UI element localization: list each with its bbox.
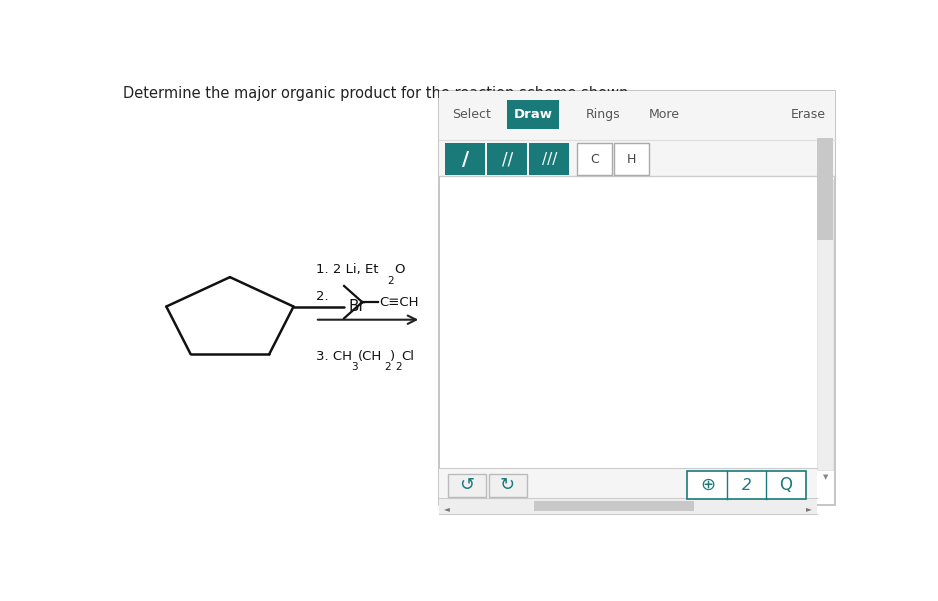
Text: ↻: ↻: [500, 476, 515, 494]
Bar: [507, 100, 559, 129]
Text: /: /: [461, 150, 469, 169]
Text: 2: 2: [396, 362, 402, 372]
Text: 2: 2: [742, 478, 751, 493]
Bar: [529, 144, 569, 175]
Text: //: //: [502, 150, 513, 168]
Bar: [439, 498, 817, 514]
Text: Erase: Erase: [791, 108, 825, 121]
Text: Determine the major organic product for the reaction scheme shown.: Determine the major organic product for …: [123, 86, 633, 101]
Text: 3. CH: 3. CH: [316, 350, 353, 363]
Text: O: O: [394, 263, 404, 276]
Text: (CH: (CH: [358, 350, 382, 363]
Text: ◄: ◄: [444, 504, 449, 513]
Text: ⊕: ⊕: [701, 476, 716, 494]
Bar: [817, 138, 833, 240]
Text: Br: Br: [348, 299, 365, 314]
Bar: [439, 468, 817, 502]
Text: 2: 2: [384, 362, 390, 372]
FancyBboxPatch shape: [439, 91, 836, 505]
FancyBboxPatch shape: [489, 474, 526, 496]
Text: 2: 2: [387, 276, 394, 285]
Text: ►: ►: [806, 504, 811, 513]
Text: H: H: [627, 153, 636, 166]
Bar: [439, 91, 836, 176]
Text: C≡CH: C≡CH: [380, 296, 419, 309]
Text: Q: Q: [779, 476, 792, 494]
Text: ↺: ↺: [460, 476, 475, 494]
Text: Rings: Rings: [585, 108, 620, 121]
Text: C: C: [590, 153, 598, 166]
Bar: [446, 144, 485, 175]
Bar: [817, 178, 833, 470]
Text: Draw: Draw: [514, 108, 552, 121]
FancyBboxPatch shape: [577, 144, 612, 175]
Bar: [534, 501, 694, 511]
Bar: [487, 144, 527, 175]
Text: Cl: Cl: [401, 350, 415, 363]
Text: 2.: 2.: [316, 290, 329, 303]
FancyBboxPatch shape: [448, 474, 486, 496]
FancyBboxPatch shape: [613, 144, 649, 175]
FancyBboxPatch shape: [688, 472, 807, 499]
Text: Select: Select: [452, 108, 491, 121]
Text: ///: ///: [542, 151, 557, 166]
Text: 3: 3: [352, 362, 358, 372]
Text: More: More: [649, 108, 680, 121]
Text: 1. 2 Li, Et: 1. 2 Li, Et: [316, 263, 379, 276]
Text: ): ): [390, 350, 395, 363]
Text: ▼: ▼: [823, 474, 828, 480]
